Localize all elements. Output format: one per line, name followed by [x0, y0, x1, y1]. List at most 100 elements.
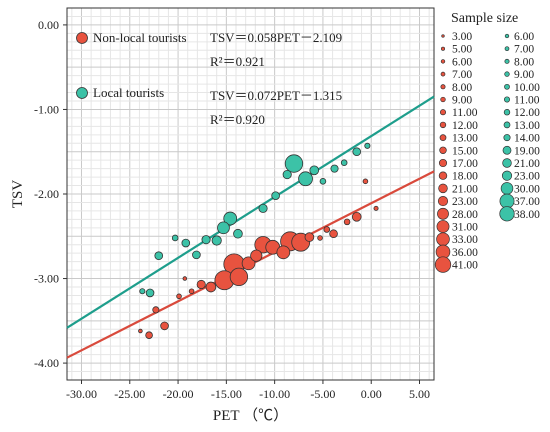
non-local-point: [373, 205, 379, 211]
non-local-marker-icon: [76, 32, 88, 44]
size-legend-non-local-marker: [437, 207, 449, 220]
local-point: [181, 238, 191, 248]
size-legend-local-label: 13.00: [514, 120, 540, 132]
size-legend-non-local-marker: [439, 109, 447, 116]
non-local-point: [250, 249, 263, 262]
size-legend-title: Sample size: [451, 11, 518, 26]
y-tick-label: -4.00: [34, 356, 59, 370]
local-point: [258, 203, 268, 213]
size-legend-non-local-label: 17.00: [452, 158, 478, 170]
size-legend-non-local-label: 28.00: [452, 209, 478, 221]
size-legend-non-local-marker: [439, 146, 447, 154]
size-legend-local-label: 7.00: [514, 44, 534, 56]
size-legend-local-label: 8.00: [514, 56, 534, 68]
size-legend-non-local-label: 8.00: [452, 82, 472, 94]
size-legend-non-local-marker: [438, 171, 448, 180]
size-legend-non-local-marker: [438, 158, 448, 168]
size-legend-local-label: 6.00: [514, 31, 534, 43]
local-point: [282, 169, 292, 180]
size-legend-non-local-label: 18.00: [452, 171, 478, 183]
size-legend-non-local-marker: [440, 59, 446, 64]
local-point: [298, 171, 313, 187]
non-local-point: [323, 226, 331, 233]
x-tick-label: 0.00: [361, 387, 382, 401]
size-legend-non-local-label: 7.00: [452, 69, 472, 81]
non-local-point: [276, 245, 291, 260]
data-points: [138, 142, 379, 339]
non-local-equation: TSV＝0.058PET－2.109: [210, 30, 342, 45]
size-legend-local-marker: [500, 182, 514, 195]
non-local-point: [362, 178, 369, 185]
non-local-point: [229, 267, 249, 287]
non-local-point: [152, 306, 160, 314]
size-legend-non-local-marker: [440, 84, 446, 90]
size-legend-non-local-marker: [436, 220, 450, 233]
local-regression-line: [66, 95, 435, 329]
size-legend-local-marker: [499, 193, 515, 209]
y-tick-label: -3.00: [34, 272, 59, 286]
size-legend-non-local-label: 33.00: [452, 234, 478, 246]
y-tick-label: 0.00: [38, 18, 59, 32]
size-legend-non-local-marker: [439, 121, 447, 129]
size-legend-local-marker: [501, 170, 513, 181]
size-legend-non-local-label: 36.00: [452, 247, 478, 259]
size-legend-local-label: 12.00: [514, 107, 540, 119]
non-local-point: [205, 281, 217, 293]
local-point: [211, 235, 222, 246]
local-point: [271, 191, 280, 200]
y-tick-label: -2.00: [34, 187, 59, 201]
size-legend-non-local-marker: [436, 232, 450, 246]
size-legend-non-local-label: 11.00: [452, 107, 478, 119]
x-tick-label: -15.00: [211, 387, 242, 401]
size-legend-local-marker: [503, 134, 511, 142]
size-legend-non-local-label: 3.00: [452, 31, 472, 43]
size-legend-local-label: 9.00: [514, 69, 534, 81]
size-legend-non-local-marker: [439, 134, 447, 141]
y-axis-title: TSV: [10, 180, 26, 209]
x-tick-label: -5.00: [310, 387, 335, 401]
size-legend-local-label: 37.00: [514, 196, 540, 208]
local-point: [233, 228, 243, 239]
size-legend-non-local-marker: [440, 96, 446, 103]
size-legend-local-label: 23.00: [514, 171, 540, 183]
size-legend-non-local-label: 15.00: [452, 145, 478, 157]
non-local-series-label: Non-local tourists: [93, 30, 187, 45]
size-legend-non-local-marker: [441, 34, 445, 38]
size-legend-non-local-marker: [438, 183, 448, 194]
size-legend-local-label: 19.00: [514, 145, 540, 157]
size-legend-local-label: 14.00: [514, 133, 540, 145]
size-legend-non-local-label: 12.00: [452, 120, 478, 132]
local-equation: TSV＝0.072PET－1.315: [210, 88, 342, 103]
size-legend-non-local-label: 13.00: [452, 133, 478, 145]
local-point: [171, 234, 179, 242]
size-legend-non-local-label: 21.00: [452, 183, 478, 195]
non-local-point: [176, 293, 182, 300]
local-point: [223, 211, 238, 226]
non-local-point: [304, 232, 315, 242]
size-legend-local-label: 10.00: [514, 82, 540, 94]
non-local-point: [160, 321, 169, 331]
size-legend-local-marker: [502, 145, 512, 155]
local-point: [364, 142, 371, 149]
non-local-point: [351, 212, 362, 222]
local-point: [201, 235, 211, 245]
annotation-local: Local tourists TSV＝0.072PET－1.315 R²＝0.9…: [76, 85, 342, 127]
non-local-r-squared: R²＝0.921: [210, 54, 265, 69]
non-local-point: [182, 276, 188, 281]
size-legend-local-marker: [502, 158, 512, 168]
x-axis-title: PET （℃）: [213, 407, 288, 424]
local-point: [319, 178, 327, 185]
size-legend-local-marker: [499, 206, 515, 222]
local-point: [192, 250, 201, 260]
local-point: [340, 159, 348, 167]
size-legend-non-local-label: 23.00: [452, 196, 478, 208]
size-legend-non-local-marker: [440, 71, 446, 77]
size-legend-local-label: 30.00: [514, 183, 540, 195]
size-legend-non-local-label: 5.00: [452, 44, 472, 56]
size-legend-non-local-label: 9.00: [452, 95, 472, 107]
size-legend-local-marker: [503, 109, 511, 116]
size-legend-local-marker: [504, 58, 510, 64]
size-legend-local-marker: [504, 33, 510, 39]
local-point: [145, 288, 155, 298]
size-legend-local-marker: [504, 83, 510, 90]
